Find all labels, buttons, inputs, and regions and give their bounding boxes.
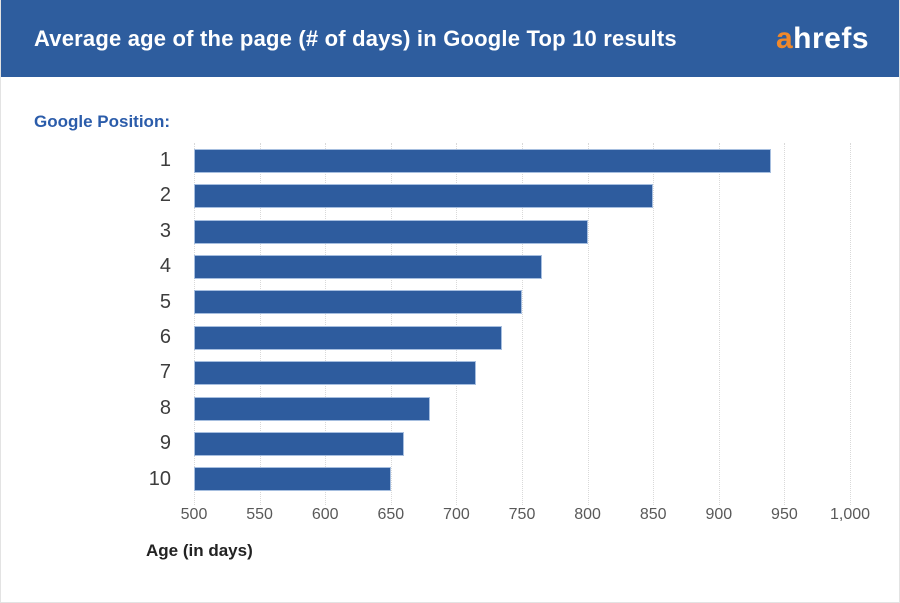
ahrefs-logo-text: hrefs bbox=[793, 21, 869, 55]
plot-area bbox=[194, 143, 851, 505]
y-category-label-2: 2 bbox=[159, 184, 171, 207]
y-axis-title: Google Position: bbox=[34, 112, 170, 131]
x-tick-label-700: 700 bbox=[443, 506, 470, 523]
ahrefs-logo-a: a bbox=[775, 21, 794, 55]
bar-position-10 bbox=[194, 467, 391, 492]
x-axis-tick-labels: 500 550 600 650 700 750 800 850 900 950 1,000 bbox=[181, 506, 870, 526]
x-tick-label-1000: 1,000 bbox=[829, 506, 871, 523]
y-category-label-8: 8 bbox=[159, 396, 171, 419]
gridline-700 bbox=[456, 143, 458, 505]
x-tick-label-550: 550 bbox=[246, 506, 273, 523]
gridline-1000 bbox=[850, 143, 851, 505]
bar-position-3 bbox=[194, 219, 588, 244]
bar-position-4 bbox=[194, 254, 542, 279]
bar-position-9 bbox=[194, 431, 404, 456]
x-tick-label-650: 650 bbox=[377, 506, 405, 523]
x-tick-label-900: 900 bbox=[705, 506, 733, 523]
y-category-label-3: 3 bbox=[159, 219, 171, 242]
x-tick-label-750: 750 bbox=[508, 506, 536, 523]
y-category-label-10: 10 bbox=[148, 467, 171, 490]
gridline-850 bbox=[653, 143, 655, 505]
gridline-650 bbox=[390, 143, 392, 505]
bar-position-5 bbox=[194, 290, 522, 315]
x-axis-title: Age (in days) bbox=[146, 541, 253, 560]
gridline-900 bbox=[718, 143, 720, 505]
bar-position-1 bbox=[194, 148, 772, 173]
y-category-label-9: 9 bbox=[159, 432, 171, 455]
bar-position-6 bbox=[194, 325, 503, 350]
bar-position-2 bbox=[194, 184, 654, 209]
chart-title: Average age of the page (# of days) in G… bbox=[34, 25, 677, 51]
gridline-500 bbox=[194, 143, 195, 505]
x-tick-label-500: 500 bbox=[180, 506, 208, 523]
x-tick-label-950: 950 bbox=[771, 506, 798, 523]
gridline-800 bbox=[587, 143, 589, 505]
header-banner: Average age of the page (# of days) in G… bbox=[1, 0, 899, 77]
y-category-label-7: 7 bbox=[159, 361, 171, 384]
bar-position-8 bbox=[194, 396, 431, 421]
x-tick-label-600: 600 bbox=[311, 506, 339, 523]
x-tick-label-850: 850 bbox=[639, 506, 667, 523]
x-tick-label-800: 800 bbox=[574, 506, 601, 523]
y-category-label-1: 1 bbox=[159, 149, 171, 171]
y-category-label-6: 6 bbox=[159, 325, 171, 348]
gridline-950 bbox=[784, 143, 786, 505]
y-axis-labels: 1 2 3 4 5 6 7 8 9 10 bbox=[1, 143, 171, 497]
y-category-label-5: 5 bbox=[159, 290, 171, 313]
ahrefs-logo: ahrefs bbox=[775, 21, 869, 55]
gridline-750 bbox=[522, 143, 523, 505]
y-category-label-4: 4 bbox=[159, 255, 171, 278]
bar-position-7 bbox=[194, 361, 477, 386]
gridline-600 bbox=[325, 143, 327, 505]
gridline-550 bbox=[259, 143, 261, 505]
